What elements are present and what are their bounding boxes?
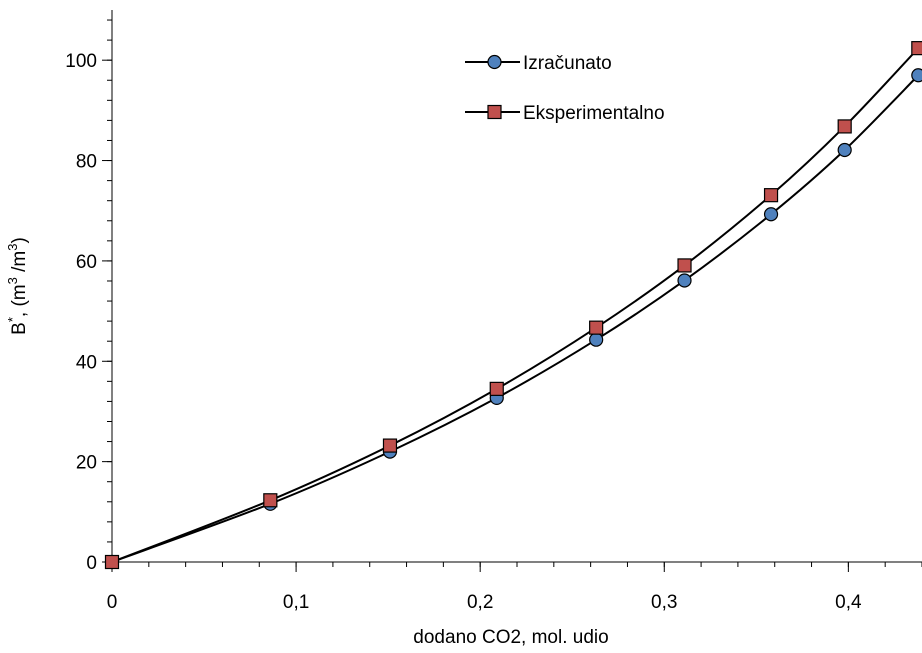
y-tick-label: 20 [76,453,97,474]
data-point [589,320,604,335]
axes: 0 0,1 0,2 0,3 0,4 0 20 40 60 80 100 [65,10,922,613]
data-point [763,188,779,203]
series-line [111,47,920,563]
series-0 [104,68,922,570]
legend-entry-1: Eksperimentalno [465,103,665,124]
legend-label: Eksperimentalno [523,103,665,124]
data-point [382,438,398,453]
data-point [677,258,692,273]
series-layer [104,41,922,570]
data-point [911,68,922,83]
legend: Izračunato Eksperimentalno [465,53,665,124]
y-tick-label: 40 [76,352,97,373]
data-point [489,381,504,396]
y-tick-label: 0 [86,553,97,574]
y-tick-label: 60 [76,252,97,273]
x-tick-label: 0,1 [283,592,309,613]
y-tick-label: 80 [76,152,97,173]
y-tick-label: 100 [65,51,97,72]
series-1 [104,41,922,570]
legend-label: Izračunato [523,53,612,74]
x-axis-title: dodano CO2, mol. udio [413,627,608,648]
data-point [104,554,120,570]
series-line [111,74,920,563]
y-axis-title: B*, (m3 /m3) [5,237,30,335]
x-tick-label: 0,3 [651,592,677,613]
data-point [911,41,922,56]
x-tick-label: 0 [107,592,118,613]
data-point [263,493,278,508]
legend-marker [487,104,502,120]
x-tick-label: 0,4 [835,592,862,613]
data-point [763,207,779,222]
legend-entry-0: Izračunato [465,53,612,74]
legend-marker [487,54,502,70]
data-point [589,332,604,347]
data-point [677,273,692,288]
data-point [837,142,852,158]
data-point [837,119,852,134]
x-tick-label: 0,2 [467,592,493,613]
